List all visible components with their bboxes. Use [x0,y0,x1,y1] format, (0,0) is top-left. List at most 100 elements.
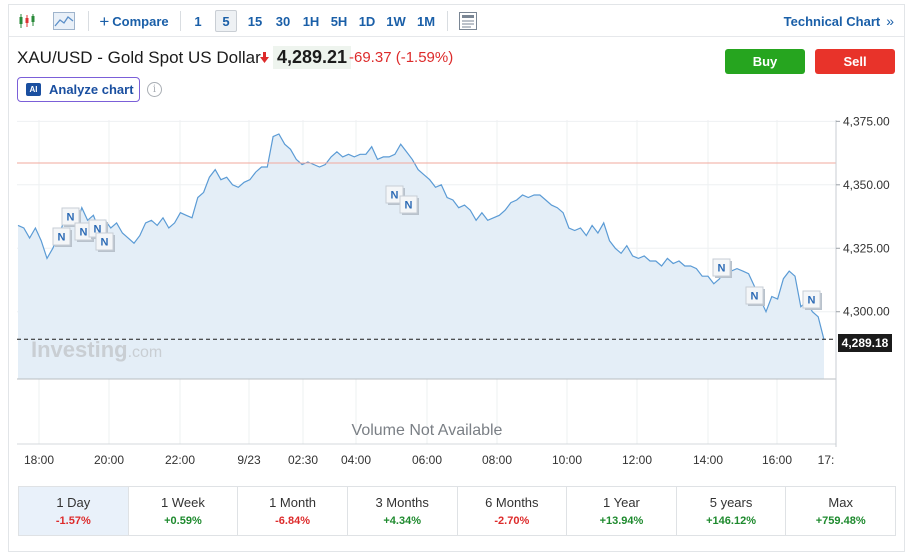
x-tick-label: 06:00 [412,453,442,467]
news-marker-box [52,227,71,246]
sell-button[interactable]: Sell [815,49,895,74]
news-marker-box [385,185,404,204]
news-marker-label: N [80,227,88,239]
x-tick-label: 12:00 [622,453,652,467]
period-value: -2.70% [494,515,530,527]
period-value: +0.59% [164,515,202,527]
news-marker-box [745,286,764,305]
period-1-day[interactable]: 1 Day -1.57% [19,487,129,535]
news-marker[interactable]: N [74,222,94,242]
news-marker[interactable]: N [802,290,822,310]
volume-not-available-text: Volume Not Available [352,422,503,439]
x-tick-label: 17: [818,453,835,467]
candlestick-icon[interactable] [15,5,39,37]
interval-1h[interactable]: 1H [302,13,320,29]
price-change-value: -69.37 [349,49,392,66]
x-tick-label: 18:00 [24,453,54,467]
buy-button[interactable]: Buy [725,49,805,74]
x-tick-label: 10:00 [552,453,582,467]
news-marker-label: N [751,291,759,303]
analyze-chart-label: Analyze chart [49,82,134,97]
performance-periods: 1 Day -1.57% 1 Week +0.59% 1 Month -6.84% 3… [18,486,896,536]
y-tick-label: 4,325.00 [843,241,890,255]
x-tick-label: 14:00 [693,453,723,467]
period-3-months[interactable]: 3 Months +4.34% [348,487,458,535]
instrument-title: XAU/USD - Gold Spot US Dollar [17,48,261,67]
news-marker-box [712,258,731,277]
news-marker-label: N [391,190,399,202]
price-area [18,134,824,379]
period-label: 1 Week [161,495,205,510]
area-chart-icon[interactable] [51,5,77,37]
news-marker-label: N [808,295,816,307]
interval-1m[interactable]: 1M [416,13,436,29]
news-marker-box [95,232,114,251]
period-max[interactable]: Max +759.48% [786,487,895,535]
period-label: 1 Day [56,495,91,510]
period-label: 1 Month [269,495,317,510]
news-marker[interactable]: N [745,286,765,306]
news-marker-box [61,207,80,226]
info-icon[interactable]: i [147,82,162,97]
news-marker-label: N [58,232,66,244]
price-chart[interactable]: Investing.com 4,375.004,350.004,325.004,… [9,5,904,483]
news-marker-label: N [94,224,102,236]
y-axis-labels: 4,375.00 4,350.00 4,325.00 4,300.00 [836,114,890,319]
interval-5h[interactable]: 5H [330,13,348,29]
y-tick-label: 4,300.00 [843,305,890,319]
period-label: 1 Year [603,495,640,510]
plus-icon: + [99,11,110,31]
interval-15[interactable]: 15 [247,13,263,29]
watermark-brand: Investing [31,337,128,362]
price-line [17,133,825,340]
period-label: Max [828,495,853,510]
watermark-suffix: .com [128,344,163,361]
ai-badge-icon: AI [26,83,41,96]
interval-5[interactable]: 5 [215,10,237,32]
y-tick-label: 4,375.00 [843,114,890,128]
period-value: +146.12% [706,515,756,527]
period-1-week[interactable]: 1 Week +0.59% [129,487,239,535]
news-marker-label: N [718,263,726,275]
investing-watermark: Investing.com [31,337,162,362]
technical-chart-link[interactable]: Technical Chart » [784,5,894,37]
period-6-months[interactable]: 6 Months -2.70% [458,487,568,535]
period-1-year[interactable]: 1 Year +13.94% [567,487,677,535]
x-tick-label: 04:00 [341,453,371,467]
current-price-tag [838,334,892,352]
news-marker[interactable]: N [385,185,405,205]
double-chevron-right-icon: » [886,13,894,29]
x-tick-label: 16:00 [762,453,792,467]
price-change: -69.37 (-1.59%) [349,49,453,66]
analyze-chart-button[interactable]: AI Analyze chart [17,77,140,102]
period-label: 5 years [709,495,753,510]
chart-widget: + Compare 1 5 15 30 1H 5H 1D 1W 1M Techn… [8,4,905,552]
news-marker-box [802,290,821,309]
news-marker-label: N [405,200,413,212]
news-marker[interactable]: N [95,232,115,252]
period-5-years[interactable]: 5 years +146.12% [677,487,787,535]
last-price: 4,289.21 [273,46,352,69]
period-value: +13.94% [599,515,644,527]
interval-1d[interactable]: 1D [358,13,376,29]
compare-label: Compare [112,13,169,29]
period-value: +4.34% [383,515,421,527]
chart-toolbar: + Compare 1 5 15 30 1H 5H 1D 1W 1M Techn… [9,5,904,37]
period-value: -1.57% [55,515,91,527]
news-marker[interactable]: N [399,195,419,215]
compare-button[interactable]: + Compare [96,5,172,37]
technical-chart-label: Technical Chart [783,13,881,29]
x-tick-label: 22:00 [165,453,195,467]
period-label: 6 Months [485,495,539,510]
y-tick-label: 4,350.00 [843,178,890,192]
interval-1w[interactable]: 1W [386,13,406,29]
period-1-month[interactable]: 1 Month -6.84% [238,487,348,535]
news-marker[interactable]: N [712,258,732,278]
x-tick-label: 20:00 [94,453,124,467]
news-marker[interactable]: N [52,227,72,247]
news-panel-icon[interactable] [456,5,480,37]
interval-30[interactable]: 30 [275,13,291,29]
interval-1[interactable]: 1 [194,13,202,29]
news-marker-label: N [67,212,75,224]
